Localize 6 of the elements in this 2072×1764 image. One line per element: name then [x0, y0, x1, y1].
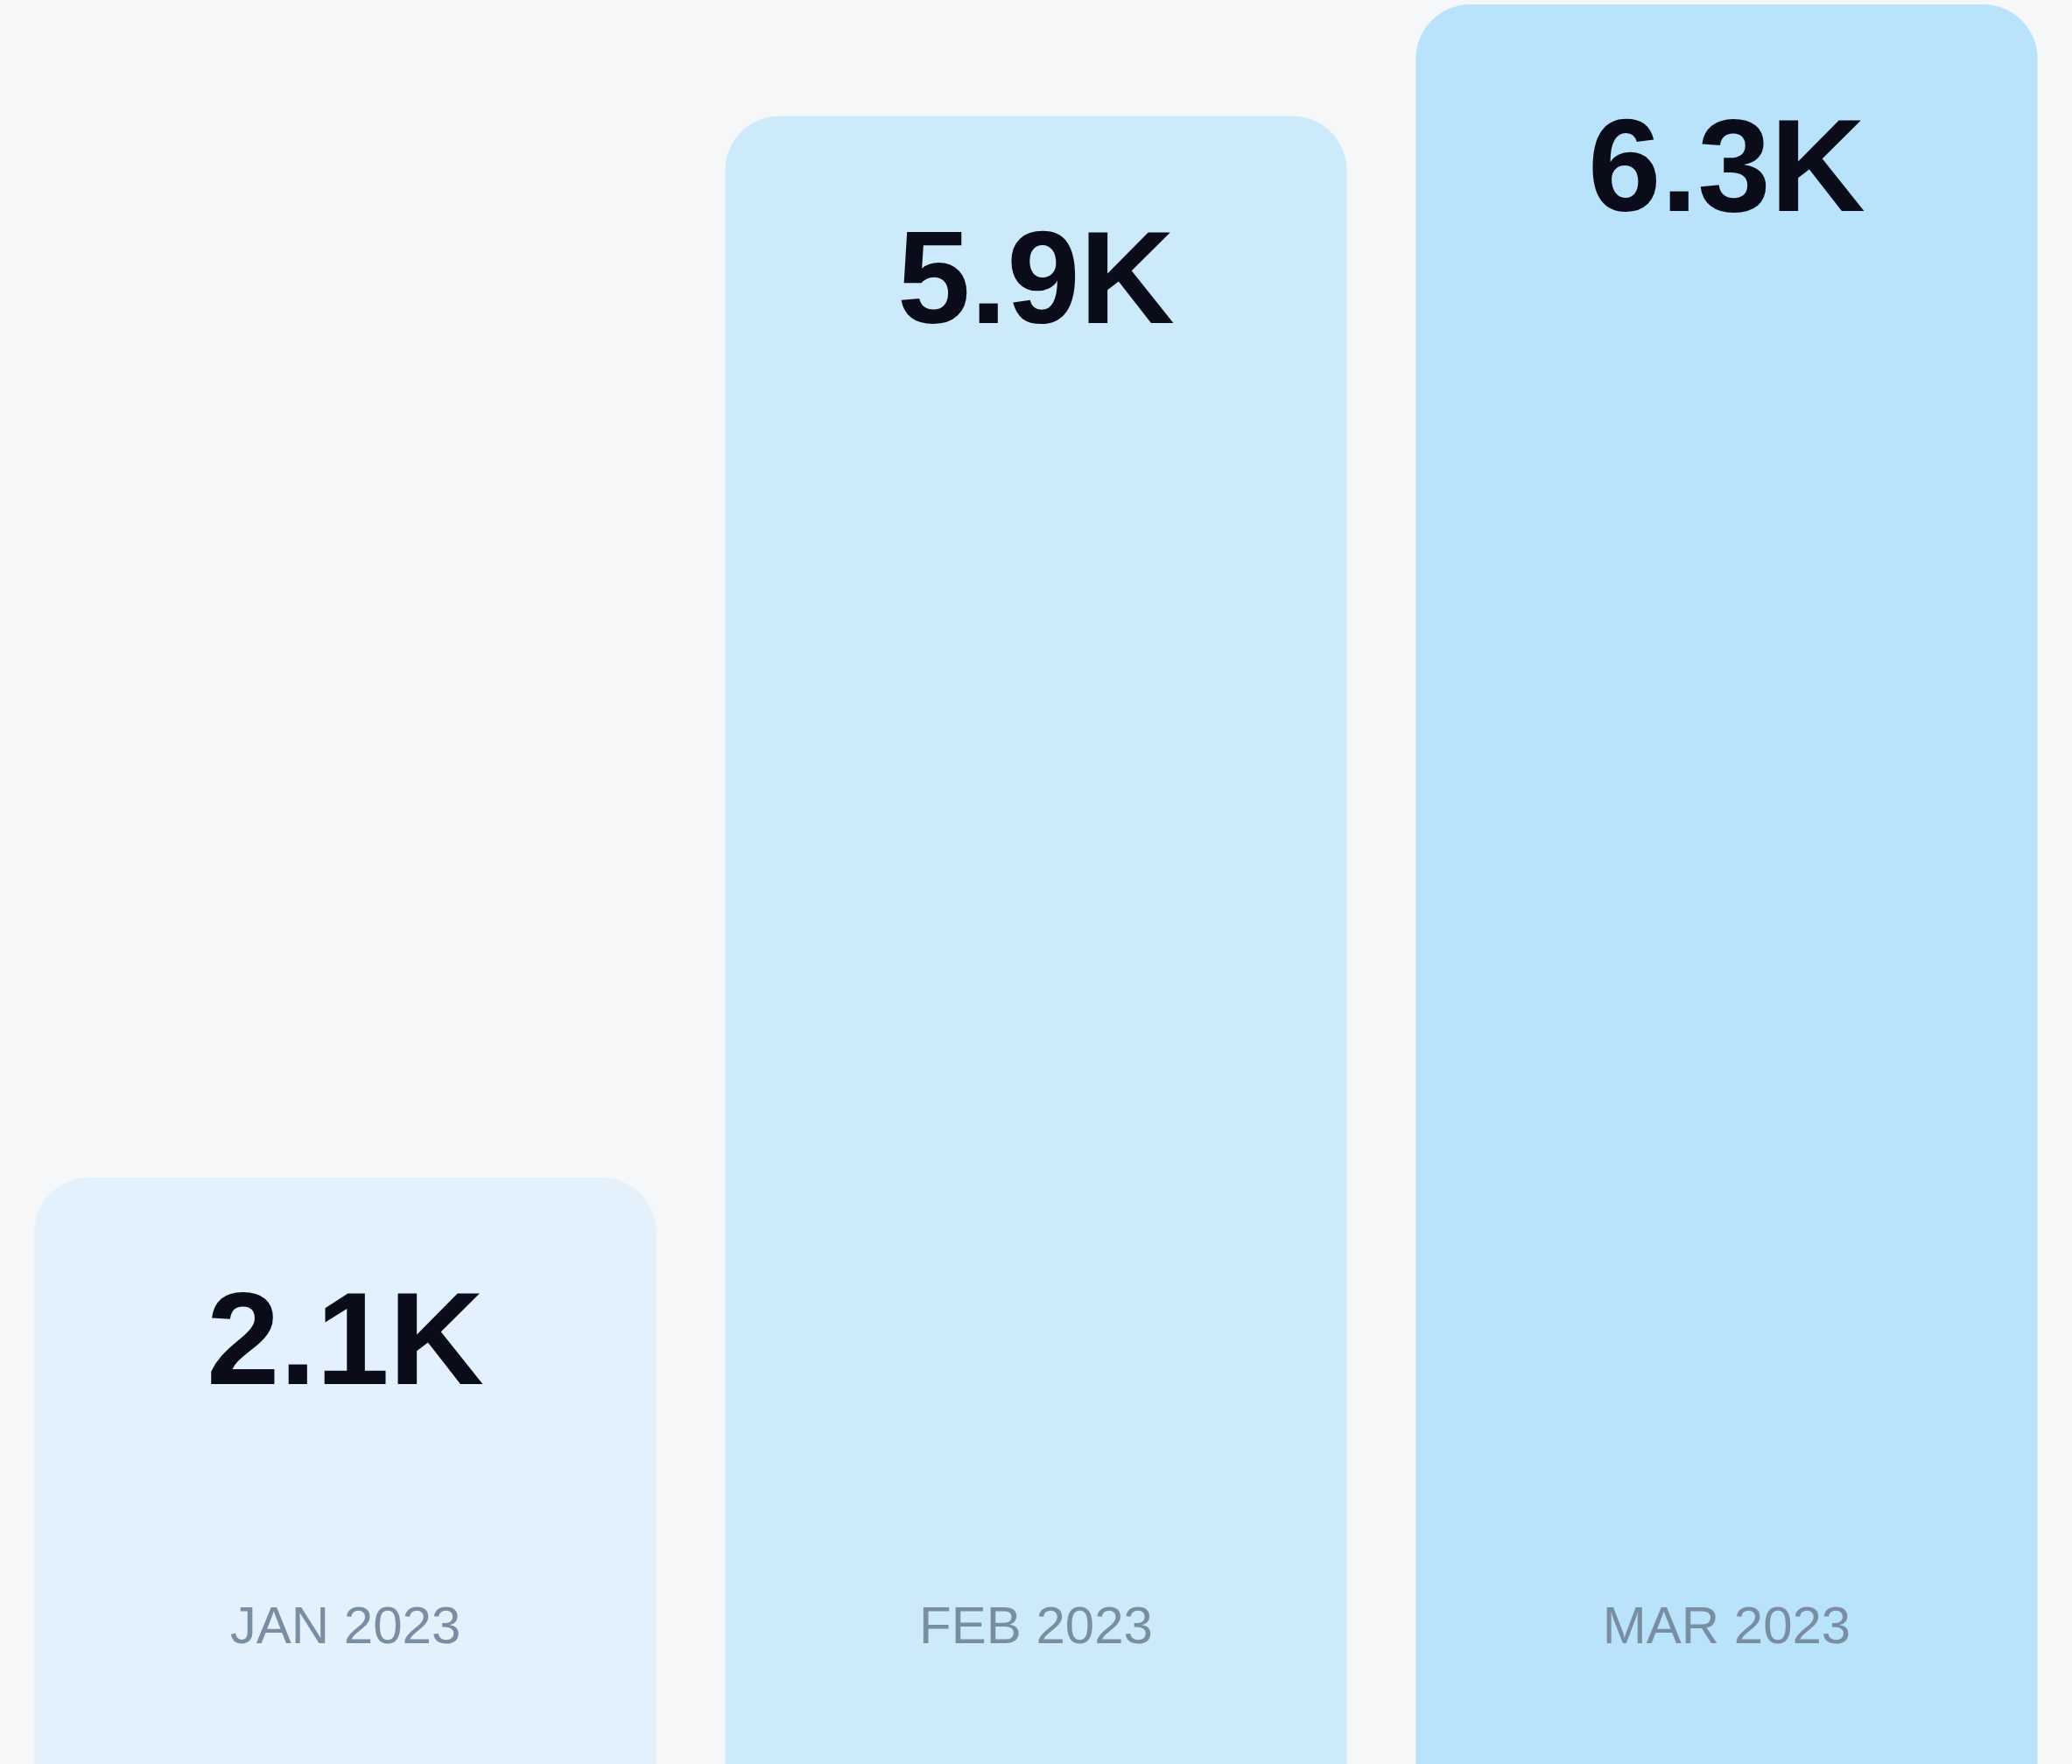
x-tick-label: FEB 2023 — [919, 1595, 1153, 1655]
data-label: 6.3K — [1588, 92, 1865, 240]
data-label: 5.9K — [897, 203, 1175, 351]
x-tick-label: MAR 2023 — [1602, 1595, 1851, 1655]
data-label: 2.1K — [207, 1265, 484, 1413]
x-tick-label: JAN 2023 — [229, 1595, 461, 1655]
